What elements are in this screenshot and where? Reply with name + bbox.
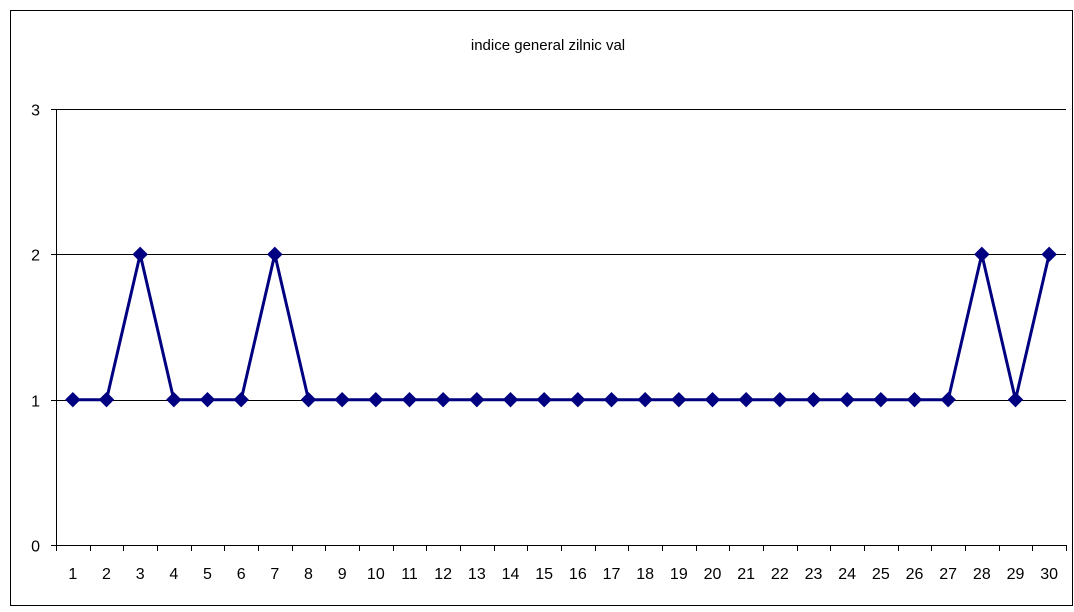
x-tick-label: 21	[737, 566, 755, 583]
x-tick-label: 25	[872, 566, 890, 583]
x-tick-label: 22	[771, 566, 789, 583]
x-tick-label: 27	[939, 566, 957, 583]
y-tick-label: 0	[31, 539, 40, 556]
data-point-marker	[906, 391, 923, 408]
x-tick-label: 5	[203, 566, 212, 583]
data-point-marker	[502, 391, 519, 408]
data-point-marker	[974, 246, 990, 263]
y-tick-label: 1	[31, 394, 40, 411]
data-point-marker	[738, 391, 754, 408]
data-point-marker	[603, 391, 620, 408]
y-tick-label: 2	[31, 248, 40, 265]
x-tick-label: 7	[270, 566, 279, 583]
x-tick-label: 6	[237, 566, 246, 583]
x-tick-label: 18	[636, 566, 654, 583]
x-tick-label: 26	[906, 566, 924, 583]
data-point-marker	[536, 391, 552, 408]
data-point-marker	[839, 391, 855, 408]
x-tick-label: 11	[401, 566, 418, 583]
data-point-marker	[704, 391, 721, 408]
x-tick-labels: 1 2 3 4 5 6 7 8 9 10 11 12 13 14 15 16 17 18 19 20 21 22 23 24 2…	[68, 566, 1058, 583]
x-tick-label: 17	[603, 566, 621, 583]
axes	[51, 109, 1067, 551]
data-point-marker	[637, 391, 653, 408]
x-tick-label: 9	[338, 566, 347, 583]
x-tick-label: 16	[569, 566, 587, 583]
data-point-marker	[267, 246, 283, 263]
data-point-marker	[435, 391, 451, 408]
chart-border	[10, 10, 1073, 606]
x-tick-label: 3	[136, 566, 145, 583]
data-point-marker	[233, 391, 249, 408]
data-point-marker	[65, 391, 81, 408]
x-tick-label: 23	[805, 566, 823, 583]
data-point-marker	[401, 391, 418, 408]
x-tick-label: 13	[468, 566, 486, 583]
y-tick-labels: 0 1 2 3	[31, 103, 40, 556]
x-tick-label: 20	[704, 566, 722, 583]
data-point-marker	[1041, 246, 1057, 263]
data-point-marker	[300, 391, 317, 408]
x-tick-label: 24	[838, 566, 856, 583]
x-tick-label: 8	[304, 566, 313, 583]
data-point-marker	[368, 391, 384, 408]
x-tick-label: 29	[1007, 566, 1025, 583]
marker-layer	[65, 246, 1057, 408]
data-point-marker	[132, 246, 148, 263]
data-point-marker	[1007, 391, 1024, 408]
data-point-marker	[873, 391, 889, 408]
data-point-marker	[940, 391, 956, 408]
data-point-marker	[98, 391, 115, 408]
x-tick-label: 4	[169, 566, 178, 583]
data-point-marker	[570, 391, 586, 408]
x-tick-label: 1	[68, 566, 77, 583]
data-point-marker	[772, 391, 788, 408]
x-tick-label: 2	[102, 566, 111, 583]
x-tick-label: 10	[367, 566, 385, 583]
x-tick-label: 30	[1040, 566, 1058, 583]
x-tick-label: 14	[502, 566, 520, 583]
data-point-marker	[199, 391, 216, 408]
data-point-marker	[671, 391, 687, 408]
x-tick-label: 12	[434, 566, 452, 583]
x-tick-label: 28	[973, 566, 991, 583]
x-tick-label: 19	[670, 566, 688, 583]
data-point-marker	[805, 391, 822, 408]
chart-title: indice general zilnic val	[471, 37, 625, 54]
x-tick-label: 15	[535, 566, 553, 583]
y-tick-label: 3	[31, 103, 40, 120]
data-point-marker	[334, 391, 350, 408]
data-point-marker	[166, 391, 182, 408]
data-point-marker	[469, 391, 485, 408]
